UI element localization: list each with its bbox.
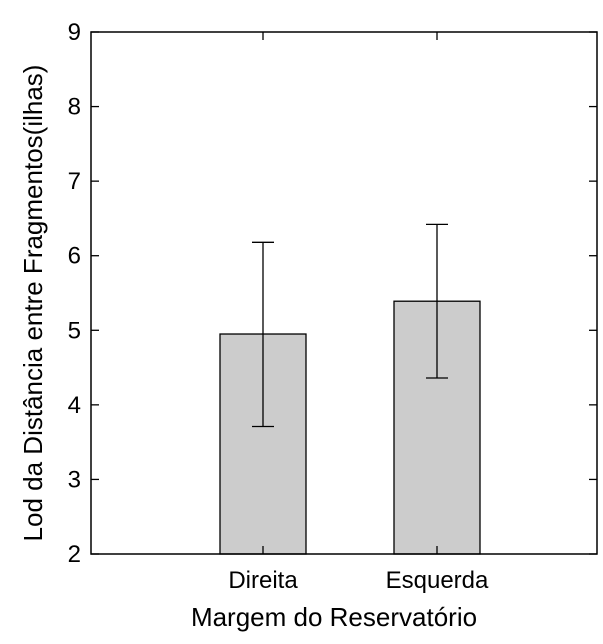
y-tick-label: 5 <box>68 317 81 344</box>
error-bars-layer <box>252 223 448 428</box>
x-axis-title: Margem do Reservatório <box>191 602 477 632</box>
plot-frame <box>90 31 598 555</box>
x-tick-label: Direita <box>228 567 298 594</box>
y-tick-label: 9 <box>68 19 81 46</box>
y-tick-label: 4 <box>68 392 81 419</box>
y-tick-label: 3 <box>68 466 81 493</box>
y-tick-label: 7 <box>68 168 81 195</box>
y-tick-label: 8 <box>68 94 81 121</box>
y-tick-label: 2 <box>68 541 81 568</box>
y-tick-label: 6 <box>68 243 81 270</box>
labels-layer: Direita Esquerda 2 3 4 5 6 7 8 9 <box>68 19 489 594</box>
bars-layer <box>219 300 481 555</box>
y-axis-title: Lod da Distância entre Fragmentos(ilhas) <box>18 65 48 542</box>
x-tick-label: Esquerda <box>386 567 489 594</box>
ticks-layer <box>91 31 597 555</box>
